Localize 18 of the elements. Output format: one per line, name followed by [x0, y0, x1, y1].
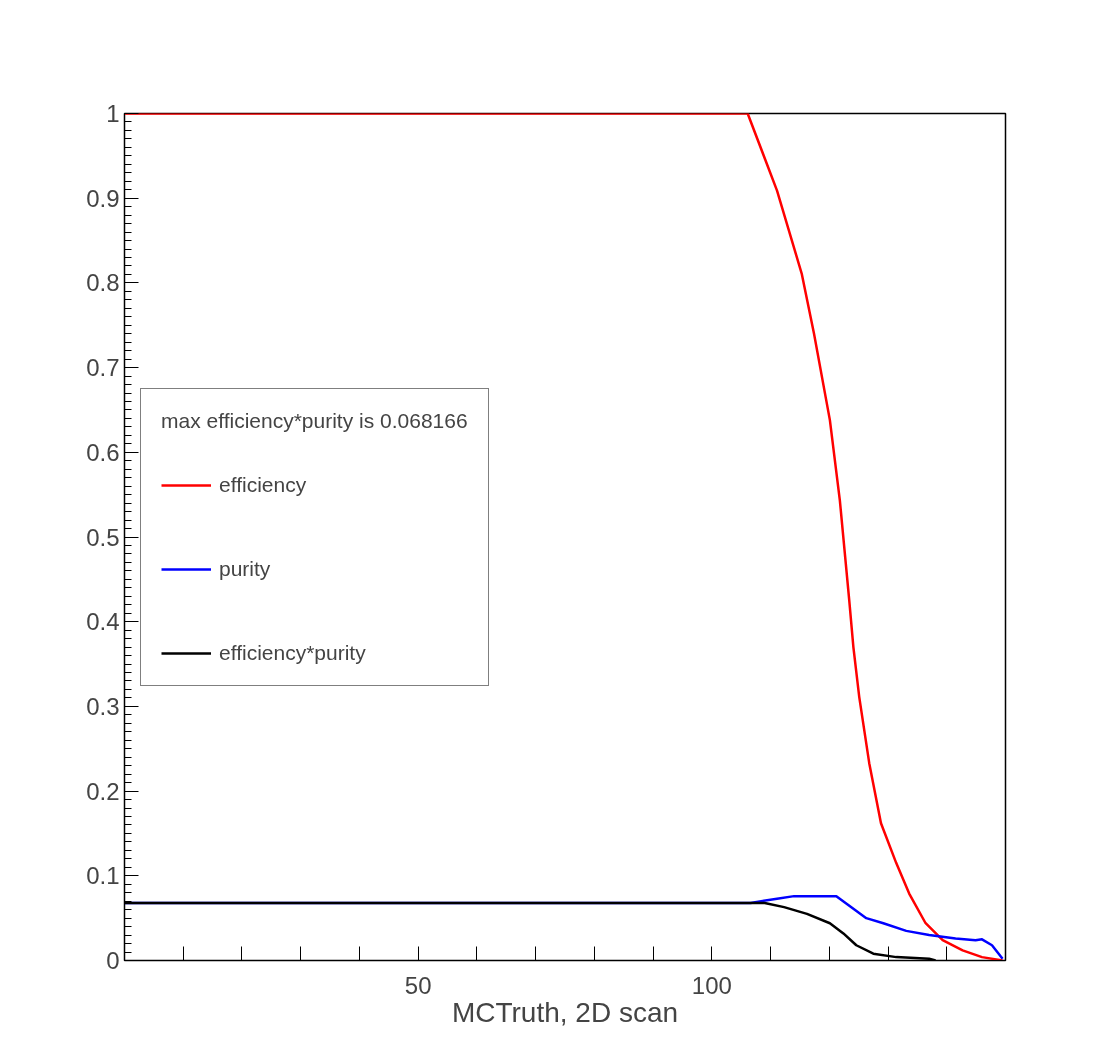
y-tick-label: 0.8 — [86, 269, 120, 297]
y-tick-label: 0.2 — [86, 777, 120, 805]
y-tick-label: 0.6 — [86, 438, 120, 466]
y-tick-label: 0.3 — [86, 692, 120, 720]
legend-label: efficiency*purity — [219, 640, 366, 665]
y-tick-label: 0 — [106, 947, 120, 974]
y-tick-label: 0.1 — [86, 862, 120, 890]
legend-label: efficiency — [219, 472, 307, 497]
y-tick-label: 1 — [106, 100, 120, 127]
x-tick-label: 50 — [404, 971, 432, 999]
y-tick-label: 0.4 — [86, 608, 120, 636]
y-tick-label: 0.9 — [86, 184, 120, 212]
x-tick-label: 100 — [691, 971, 732, 999]
legend-title: max efficiency*purity is 0.068166 — [161, 408, 468, 433]
y-tick-label: 0.7 — [86, 354, 120, 382]
x-axis-title: MCTruth, 2D scan — [451, 996, 679, 1028]
legend-label: purity — [219, 556, 271, 581]
y-tick-label: 0.5 — [86, 523, 120, 551]
